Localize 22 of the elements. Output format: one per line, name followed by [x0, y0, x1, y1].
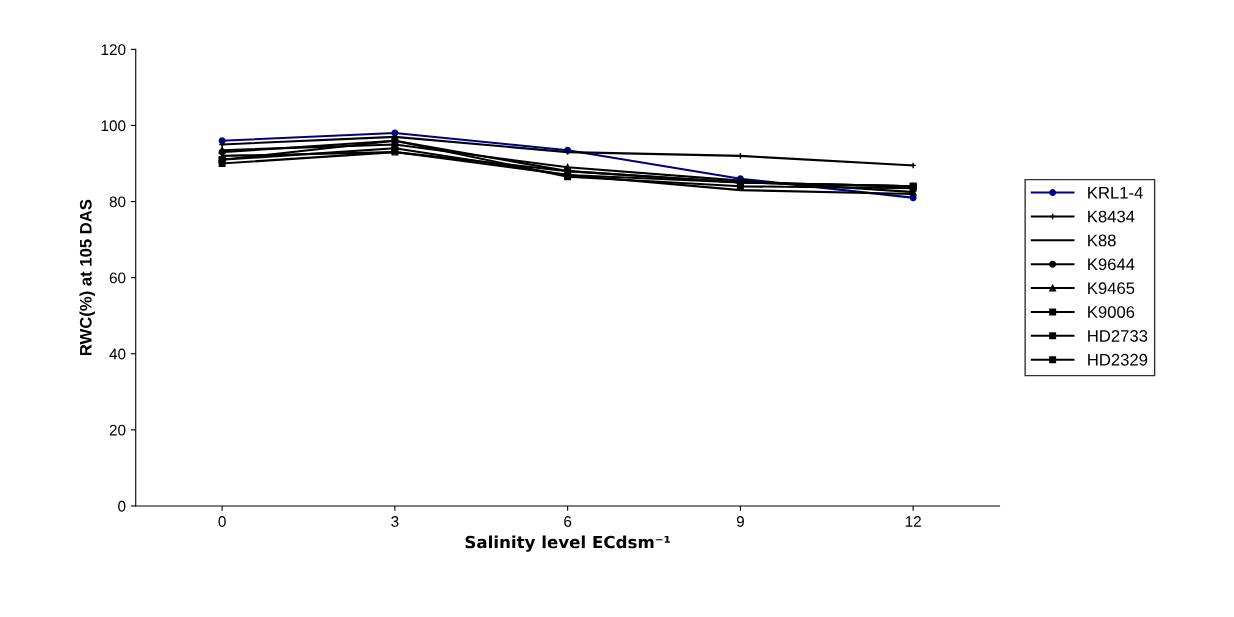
- legend-label: HD2733: [1088, 330, 1148, 342]
- x-tick-label: 12: [905, 516, 921, 527]
- y-tick-label: 20: [109, 424, 126, 436]
- legend-label: K9006: [1088, 306, 1135, 318]
- legend-label: K8434: [1088, 210, 1135, 223]
- x-tick-label: 0: [218, 516, 226, 527]
- x-tick-label: 3: [391, 516, 399, 527]
- legend-label: HD2329: [1088, 353, 1148, 366]
- legend-label: KRL1-4: [1088, 186, 1143, 199]
- x-tick-label: 6: [564, 516, 572, 527]
- y-tick-label: 100: [101, 120, 126, 132]
- y-tick-label: 0: [118, 500, 126, 512]
- x-axis-title: Salinity level ECdsm⁻¹: [465, 535, 670, 552]
- legend-label: K9465: [1088, 282, 1135, 295]
- legend-label: K9644: [1088, 258, 1135, 271]
- y-tick-label: 120: [101, 44, 126, 56]
- legend-label: K88: [1088, 234, 1116, 247]
- y-tick-label: 80: [109, 196, 126, 208]
- y-tick-label: 40: [109, 348, 126, 360]
- y-axis-title: RWC(%) at 105 DAS: [79, 199, 95, 356]
- y-tick-label: 60: [109, 272, 126, 284]
- x-tick-label: 9: [736, 516, 744, 527]
